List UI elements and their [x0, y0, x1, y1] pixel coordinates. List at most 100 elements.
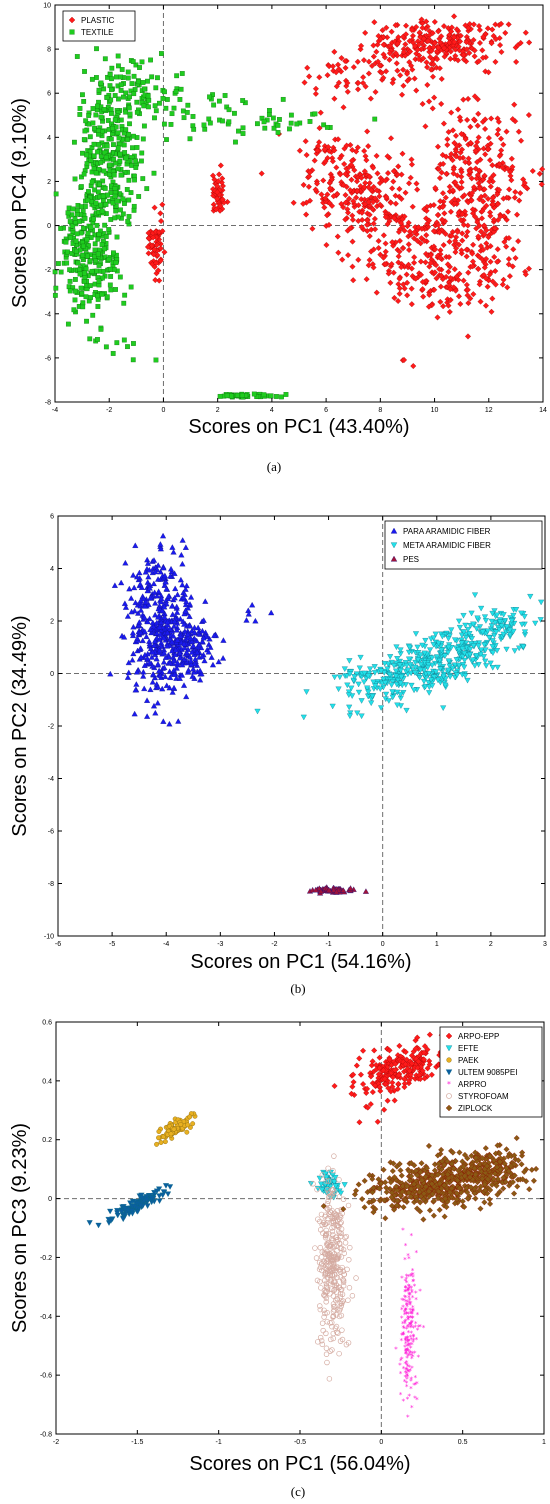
data-point: [396, 285, 403, 292]
data-point: [157, 257, 164, 264]
data-point: [447, 674, 454, 680]
data-point: [145, 573, 152, 580]
data-point: [476, 39, 483, 46]
data-point: [152, 103, 158, 109]
data-point: [236, 128, 241, 134]
data-point: [492, 21, 499, 28]
data-point: [131, 710, 138, 717]
data-point: [254, 394, 260, 400]
data-point: [474, 122, 481, 129]
data-point: [275, 130, 281, 135]
data-point: [464, 116, 471, 123]
data-point: [324, 212, 331, 219]
data-point: [331, 147, 338, 154]
data-point: [437, 298, 444, 305]
data-point: [442, 194, 449, 201]
data-point: [354, 710, 361, 717]
data-point: [152, 611, 159, 618]
data-point: [170, 623, 178, 629]
data-point: [312, 111, 318, 117]
data-point: [132, 686, 139, 693]
data-point: [358, 698, 365, 704]
data-point: [312, 186, 319, 193]
data-point: [401, 1084, 408, 1091]
data-point: [101, 107, 107, 112]
data-point: [95, 293, 100, 299]
data-point: [95, 236, 101, 242]
data-point: [505, 261, 512, 268]
data-point: [378, 69, 385, 76]
data-point: [130, 59, 136, 64]
data-point: [110, 125, 115, 131]
data-point: [184, 604, 191, 611]
data-point: [135, 622, 142, 628]
data-point: [126, 214, 132, 219]
y-tick-label: -6: [48, 829, 54, 836]
data-point: [470, 21, 477, 28]
data-point: [87, 336, 93, 342]
data-point: [350, 1079, 357, 1086]
data-point: [480, 145, 487, 152]
data-point: [406, 246, 413, 253]
data-point: [150, 642, 158, 648]
data-point: [436, 65, 443, 72]
data-point: [489, 665, 496, 671]
data-point: [318, 191, 325, 198]
data-point: [346, 1285, 353, 1291]
data-point: [401, 227, 408, 234]
data-point: [476, 23, 483, 30]
data-point: [321, 122, 327, 128]
data-point: [461, 192, 468, 199]
data-point: [111, 172, 117, 178]
data-point: [77, 112, 83, 117]
data-point: [430, 1212, 437, 1219]
data-point: [340, 204, 347, 211]
data-point: [156, 1193, 163, 1199]
data-point: [266, 112, 272, 118]
data-point: [496, 161, 503, 168]
data-point: [149, 679, 156, 685]
data-point: [417, 258, 424, 265]
data-point: [426, 217, 433, 224]
data-point: [355, 1181, 362, 1188]
data-point: [349, 263, 356, 270]
data-point: *: [406, 1315, 410, 1324]
data-point: [348, 176, 355, 183]
data-point: [437, 198, 444, 205]
data-point: [483, 240, 490, 247]
data-point: [463, 39, 470, 46]
data-point: [355, 79, 362, 86]
data-point: [423, 59, 430, 66]
data-point: [427, 54, 434, 61]
data-point: [73, 238, 79, 244]
data-point: [516, 197, 523, 204]
data-point: [95, 251, 101, 257]
data-point: [411, 235, 418, 242]
data-point: [436, 1206, 443, 1213]
data-point: [404, 223, 411, 230]
data-point: [341, 1182, 348, 1188]
data-point: [94, 222, 100, 228]
data-point: [474, 96, 481, 103]
data-point: [169, 638, 176, 645]
data-point: [366, 211, 373, 218]
data-point: [476, 167, 483, 174]
data-point: [194, 649, 201, 655]
data-point: [439, 203, 446, 211]
data-point: [124, 613, 131, 619]
data-point: [438, 33, 445, 40]
data-point: [171, 570, 178, 576]
data-point: [82, 270, 87, 276]
data-point: [342, 58, 349, 65]
series-paek: [154, 1111, 198, 1147]
data-point: [94, 268, 100, 274]
data-point: [96, 231, 102, 237]
data-point: [446, 39, 453, 46]
data-point: [306, 73, 313, 80]
data-point: [333, 69, 340, 76]
data-point: [395, 163, 402, 170]
data-point: [515, 128, 522, 135]
data-point: [220, 637, 227, 643]
data-point: [487, 183, 494, 190]
data-point: [481, 231, 488, 238]
